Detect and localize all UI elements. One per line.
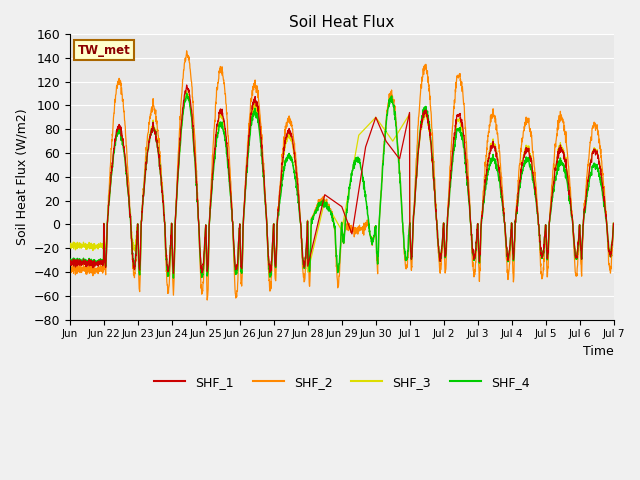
SHF_3 [170,273,177,278]
SHF_4 [120,148,128,154]
SHF_2 [204,297,211,303]
SHF_3 [506,248,513,254]
SHF_1 [66,262,74,268]
SHF_3 [238,265,246,271]
SHF_2 [375,240,383,246]
SHF_3 [610,221,618,227]
SHF_3 [375,119,383,124]
Y-axis label: Soil Heat Flux (W/m2): Soil Heat Flux (W/m2) [15,108,28,245]
SHF_2 [66,269,74,275]
SHF_4 [610,221,618,227]
SHF_2 [238,279,246,285]
SHF_2 [610,220,618,226]
SHF_4 [238,267,246,273]
SHF_1 [536,242,544,248]
SHF_1 [238,263,246,268]
Line: SHF_2: SHF_2 [70,51,614,300]
SHF_3 [602,215,610,220]
SHF_4 [536,243,544,249]
Line: SHF_4: SHF_4 [70,93,614,278]
SHF_1 [602,215,610,220]
SHF_1 [120,144,128,150]
SHF_1 [375,121,383,127]
Title: Soil Heat Flux: Soil Heat Flux [289,15,394,30]
Line: SHF_3: SHF_3 [70,91,614,276]
Line: SHF_1: SHF_1 [70,85,614,273]
SHF_4 [183,90,191,96]
SHF_3 [120,146,128,152]
SHF_4 [375,237,383,243]
SHF_2 [506,261,513,267]
SHF_3 [536,243,544,249]
SHF_2 [602,212,610,218]
SHF_1 [170,270,177,276]
SHF_4 [602,216,610,222]
SHF_2 [536,256,544,262]
SHF_4 [170,275,177,281]
Text: TW_met: TW_met [78,44,131,57]
SHF_3 [183,88,191,94]
X-axis label: Time: Time [583,345,614,358]
SHF_4 [506,248,513,254]
SHF_1 [506,247,513,253]
Legend: SHF_1, SHF_2, SHF_3, SHF_4: SHF_1, SHF_2, SHF_3, SHF_4 [149,371,534,394]
SHF_3 [66,245,74,251]
SHF_1 [610,221,618,227]
SHF_1 [183,82,191,88]
SHF_2 [183,48,191,54]
SHF_4 [66,261,74,267]
SHF_2 [120,108,128,114]
